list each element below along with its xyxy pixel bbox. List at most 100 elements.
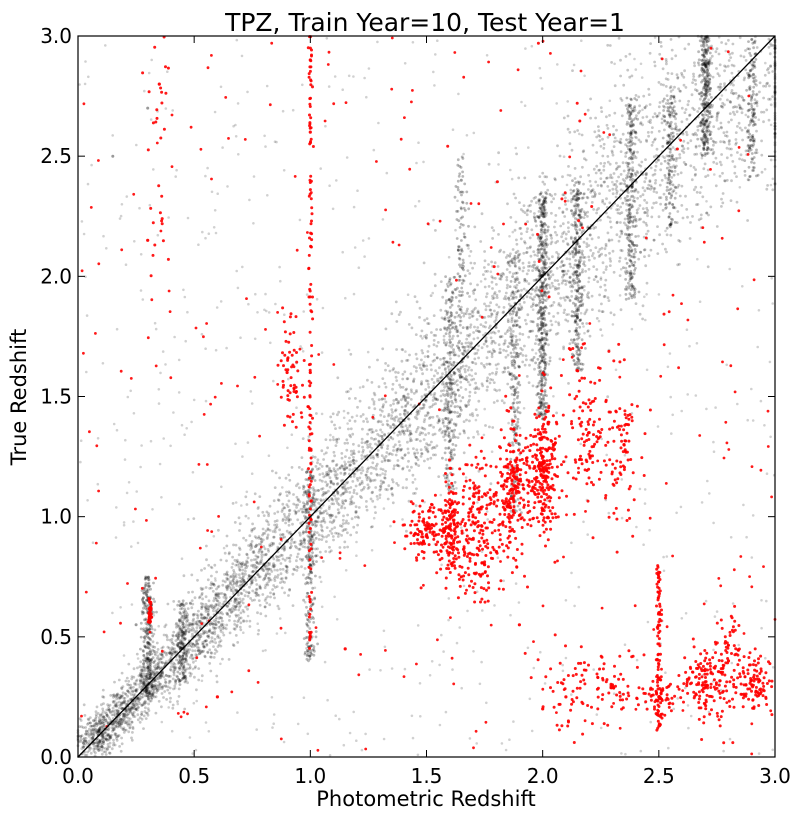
black-point	[616, 204, 619, 208]
black-point	[392, 431, 396, 435]
black-point	[687, 42, 691, 46]
black-point	[164, 684, 168, 687]
black-point	[730, 118, 733, 122]
black-point	[599, 162, 603, 165]
black-point	[585, 237, 589, 241]
black-point	[266, 548, 270, 551]
black-point	[557, 252, 560, 256]
black-point	[225, 623, 229, 627]
black-point	[351, 458, 355, 462]
black-point	[647, 254, 651, 258]
black-point	[174, 682, 178, 685]
black-point	[178, 625, 181, 628]
black-point	[620, 232, 623, 236]
black-point	[491, 371, 494, 375]
black-point	[466, 355, 470, 358]
black-point	[725, 156, 729, 160]
black-point	[300, 456, 304, 459]
black-point	[350, 415, 354, 419]
black-point	[245, 503, 249, 506]
black-point	[598, 293, 601, 297]
black-point	[435, 414, 439, 418]
black-point	[326, 473, 330, 477]
black-point	[136, 666, 139, 670]
black-point	[169, 668, 173, 672]
black-point	[412, 377, 416, 381]
black-point	[228, 582, 232, 586]
black-point	[284, 476, 288, 480]
black-point	[567, 250, 571, 254]
black-point	[674, 159, 678, 163]
black-point	[561, 222, 565, 226]
black-point	[110, 747, 114, 751]
black-point	[390, 408, 394, 411]
black-point	[515, 238, 518, 242]
black-point	[693, 173, 697, 177]
black-point	[366, 440, 370, 443]
black-point	[515, 283, 519, 287]
black-point	[432, 333, 436, 337]
black-point	[190, 599, 194, 602]
black-point	[415, 428, 419, 431]
black-point	[489, 482, 493, 486]
black-point	[680, 204, 684, 207]
black-point	[480, 346, 484, 350]
black-point	[521, 209, 525, 213]
black-point	[436, 377, 439, 381]
black-point	[174, 634, 178, 638]
black-point	[391, 410, 394, 414]
black-point	[249, 543, 253, 546]
black-point	[421, 431, 424, 435]
black-point	[602, 168, 606, 172]
black-point	[383, 433, 386, 437]
black-point	[340, 452, 344, 455]
black-point	[522, 287, 526, 291]
black-point	[188, 644, 192, 647]
black-point	[224, 627, 228, 631]
black-point	[468, 295, 471, 298]
black-point	[758, 90, 761, 94]
black-point	[691, 106, 695, 110]
black-point	[337, 532, 341, 536]
black-point	[95, 705, 99, 709]
black-point	[483, 266, 486, 269]
black-point	[443, 368, 447, 371]
black-point	[404, 424, 408, 428]
black-point	[432, 374, 436, 378]
black-point	[728, 52, 732, 56]
black-point	[244, 569, 247, 573]
black-point	[468, 373, 471, 377]
black-point	[564, 232, 568, 236]
black-point	[322, 492, 325, 496]
black-point	[585, 242, 589, 246]
black-point	[249, 582, 253, 586]
black-point	[154, 711, 158, 715]
black-point	[464, 341, 468, 345]
black-point	[396, 433, 400, 437]
black-point	[527, 261, 531, 265]
black-point	[490, 260, 493, 264]
black-point	[427, 385, 431, 389]
black-point	[552, 315, 555, 318]
black-point	[411, 481, 415, 484]
black-point	[432, 396, 435, 399]
black-point	[336, 376, 340, 380]
black-point	[515, 152, 518, 156]
black-point	[741, 138, 744, 142]
black-point	[768, 97, 772, 101]
black-point	[390, 486, 394, 490]
black-point	[260, 558, 263, 561]
black-point	[227, 552, 231, 556]
black-point	[131, 731, 134, 734]
black-point	[421, 372, 424, 376]
black-point	[209, 669, 213, 673]
black-point	[619, 58, 622, 62]
black-point	[210, 655, 213, 659]
black-point	[352, 525, 356, 529]
black-point	[389, 417, 393, 420]
black-point	[281, 517, 285, 521]
black-point	[266, 520, 270, 524]
black-point	[311, 523, 314, 527]
black-point	[281, 508, 284, 511]
black-point	[188, 671, 192, 675]
